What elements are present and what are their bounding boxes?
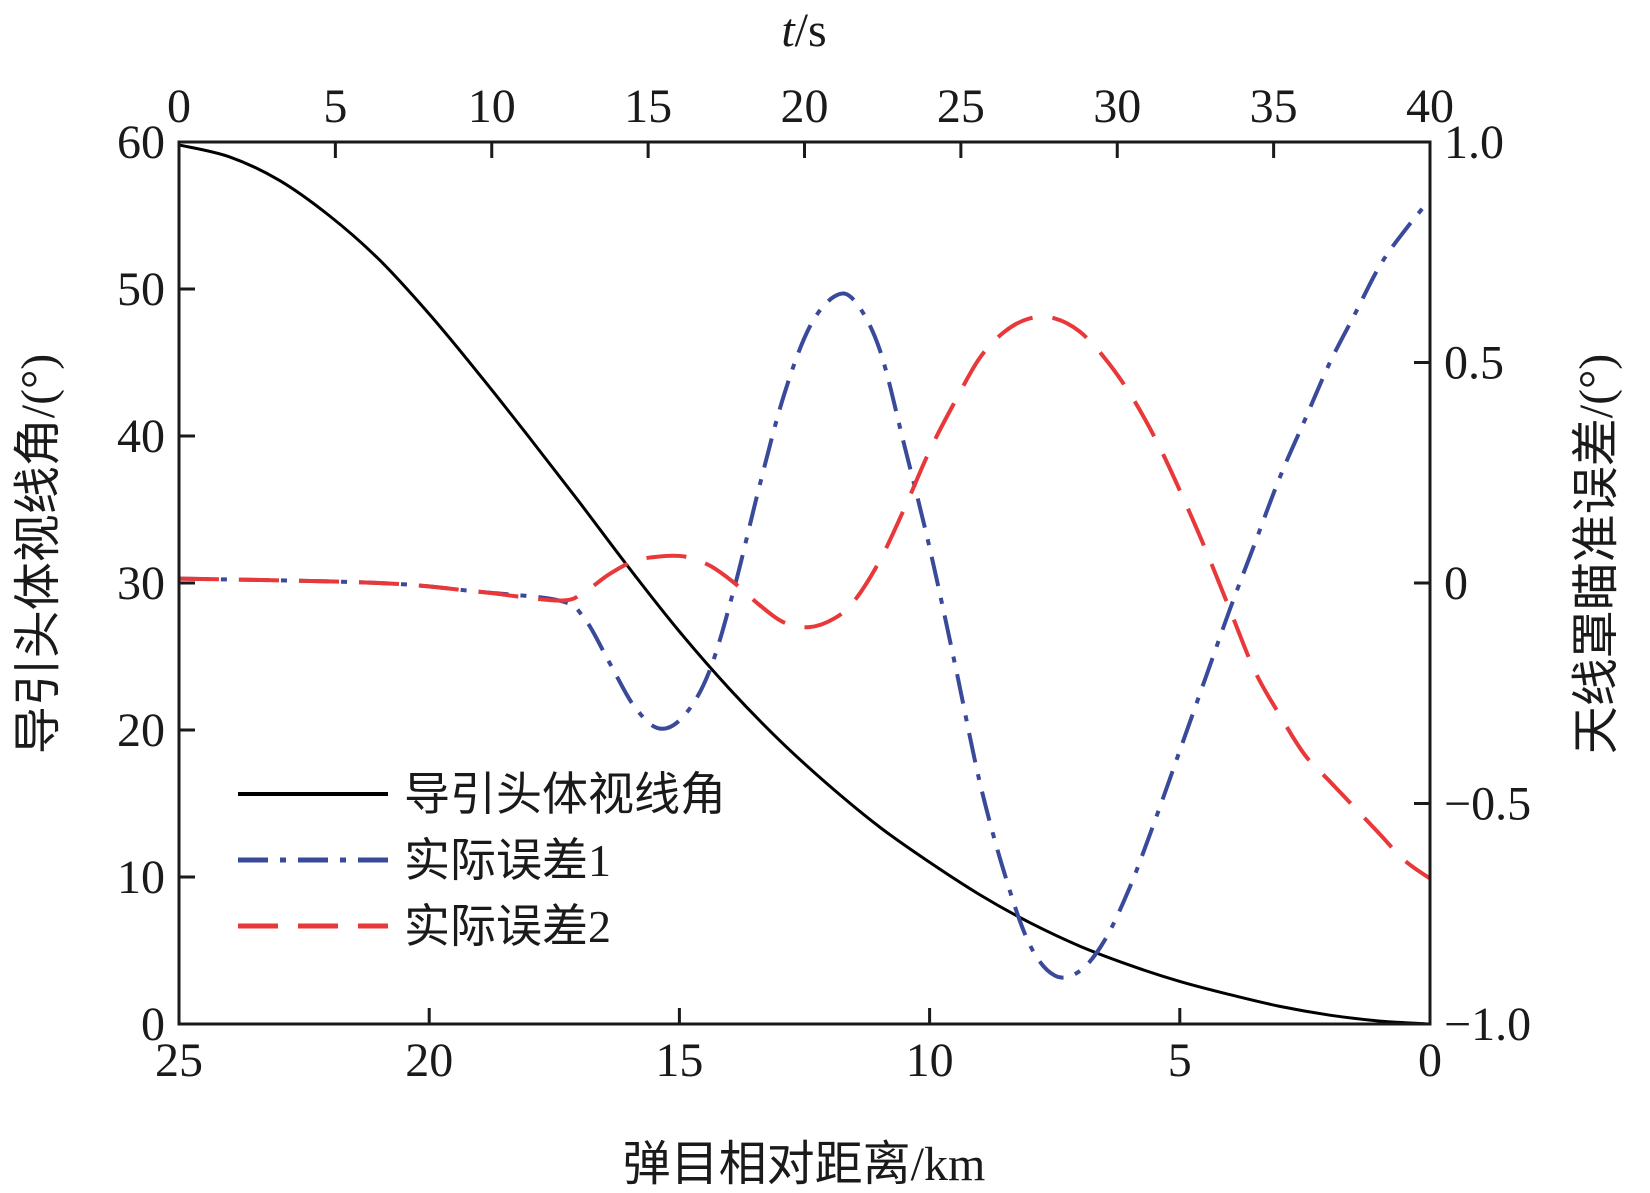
top-axis-title: t/s xyxy=(781,4,826,57)
right-tick-label-2: 0 xyxy=(1444,557,1468,610)
left-tick-label-5: 50 xyxy=(117,263,165,316)
right-tick-label-0: −1.0 xyxy=(1444,998,1531,1051)
bottom-axis-title: 弹目相对距离/km xyxy=(623,1138,986,1191)
top-tick-label-2: 10 xyxy=(468,80,516,133)
left-tick-label-0: 0 xyxy=(141,998,165,1051)
right-tick-label-3: 0.5 xyxy=(1444,337,1504,390)
top-tick-label-8: 40 xyxy=(1406,80,1454,133)
left-tick-label-6: 60 xyxy=(117,116,165,169)
right-tick-label-4: 1.0 xyxy=(1444,116,1504,169)
top-tick-label-4: 20 xyxy=(781,80,829,133)
bottom-tick-label-4: 5 xyxy=(1168,1034,1192,1087)
left-axis-title: 导引头体视线角/(°) xyxy=(12,354,65,755)
top-tick-label-0: 0 xyxy=(167,80,191,133)
bottom-tick-label-5: 0 xyxy=(1418,1034,1442,1087)
series-line-2 xyxy=(178,314,1432,881)
top-tick-label-5: 25 xyxy=(937,80,985,133)
left-tick-label-1: 10 xyxy=(117,851,165,904)
bottom-tick-label-3: 10 xyxy=(906,1034,954,1087)
bottom-tick-label-0: 25 xyxy=(155,1034,203,1087)
series-line-0 xyxy=(178,143,1431,1026)
legend-label-1: 实际误差1 xyxy=(404,835,611,886)
legend-label-2: 实际误差2 xyxy=(404,901,611,952)
legend-label-0: 导引头体视线角 xyxy=(404,769,726,820)
top-axis-title-rest: /s xyxy=(795,4,827,57)
right-tick-label-1: −0.5 xyxy=(1444,778,1531,831)
left-tick-label-3: 30 xyxy=(117,557,165,610)
left-tick-label-2: 20 xyxy=(117,704,165,757)
top-axis-title-italic: t xyxy=(781,4,796,57)
bottom-tick-label-1: 20 xyxy=(405,1034,453,1087)
top-tick-label-7: 35 xyxy=(1250,80,1298,133)
series-layer xyxy=(178,143,1432,1026)
bottom-tick-label-2: 15 xyxy=(655,1034,703,1087)
left-tick-label-4: 40 xyxy=(117,410,165,463)
top-tick-label-6: 30 xyxy=(1093,80,1141,133)
right-axis-title: 天线罩瞄准误差/(°) xyxy=(1570,354,1623,755)
ticks-layer: 25 20 15 10 5 00 5 10 15 20 25 30 35 400102030405060−… xyxy=(117,80,1531,1087)
top-tick-label-3: 15 xyxy=(624,80,672,133)
top-tick-label-1: 5 xyxy=(323,80,347,133)
